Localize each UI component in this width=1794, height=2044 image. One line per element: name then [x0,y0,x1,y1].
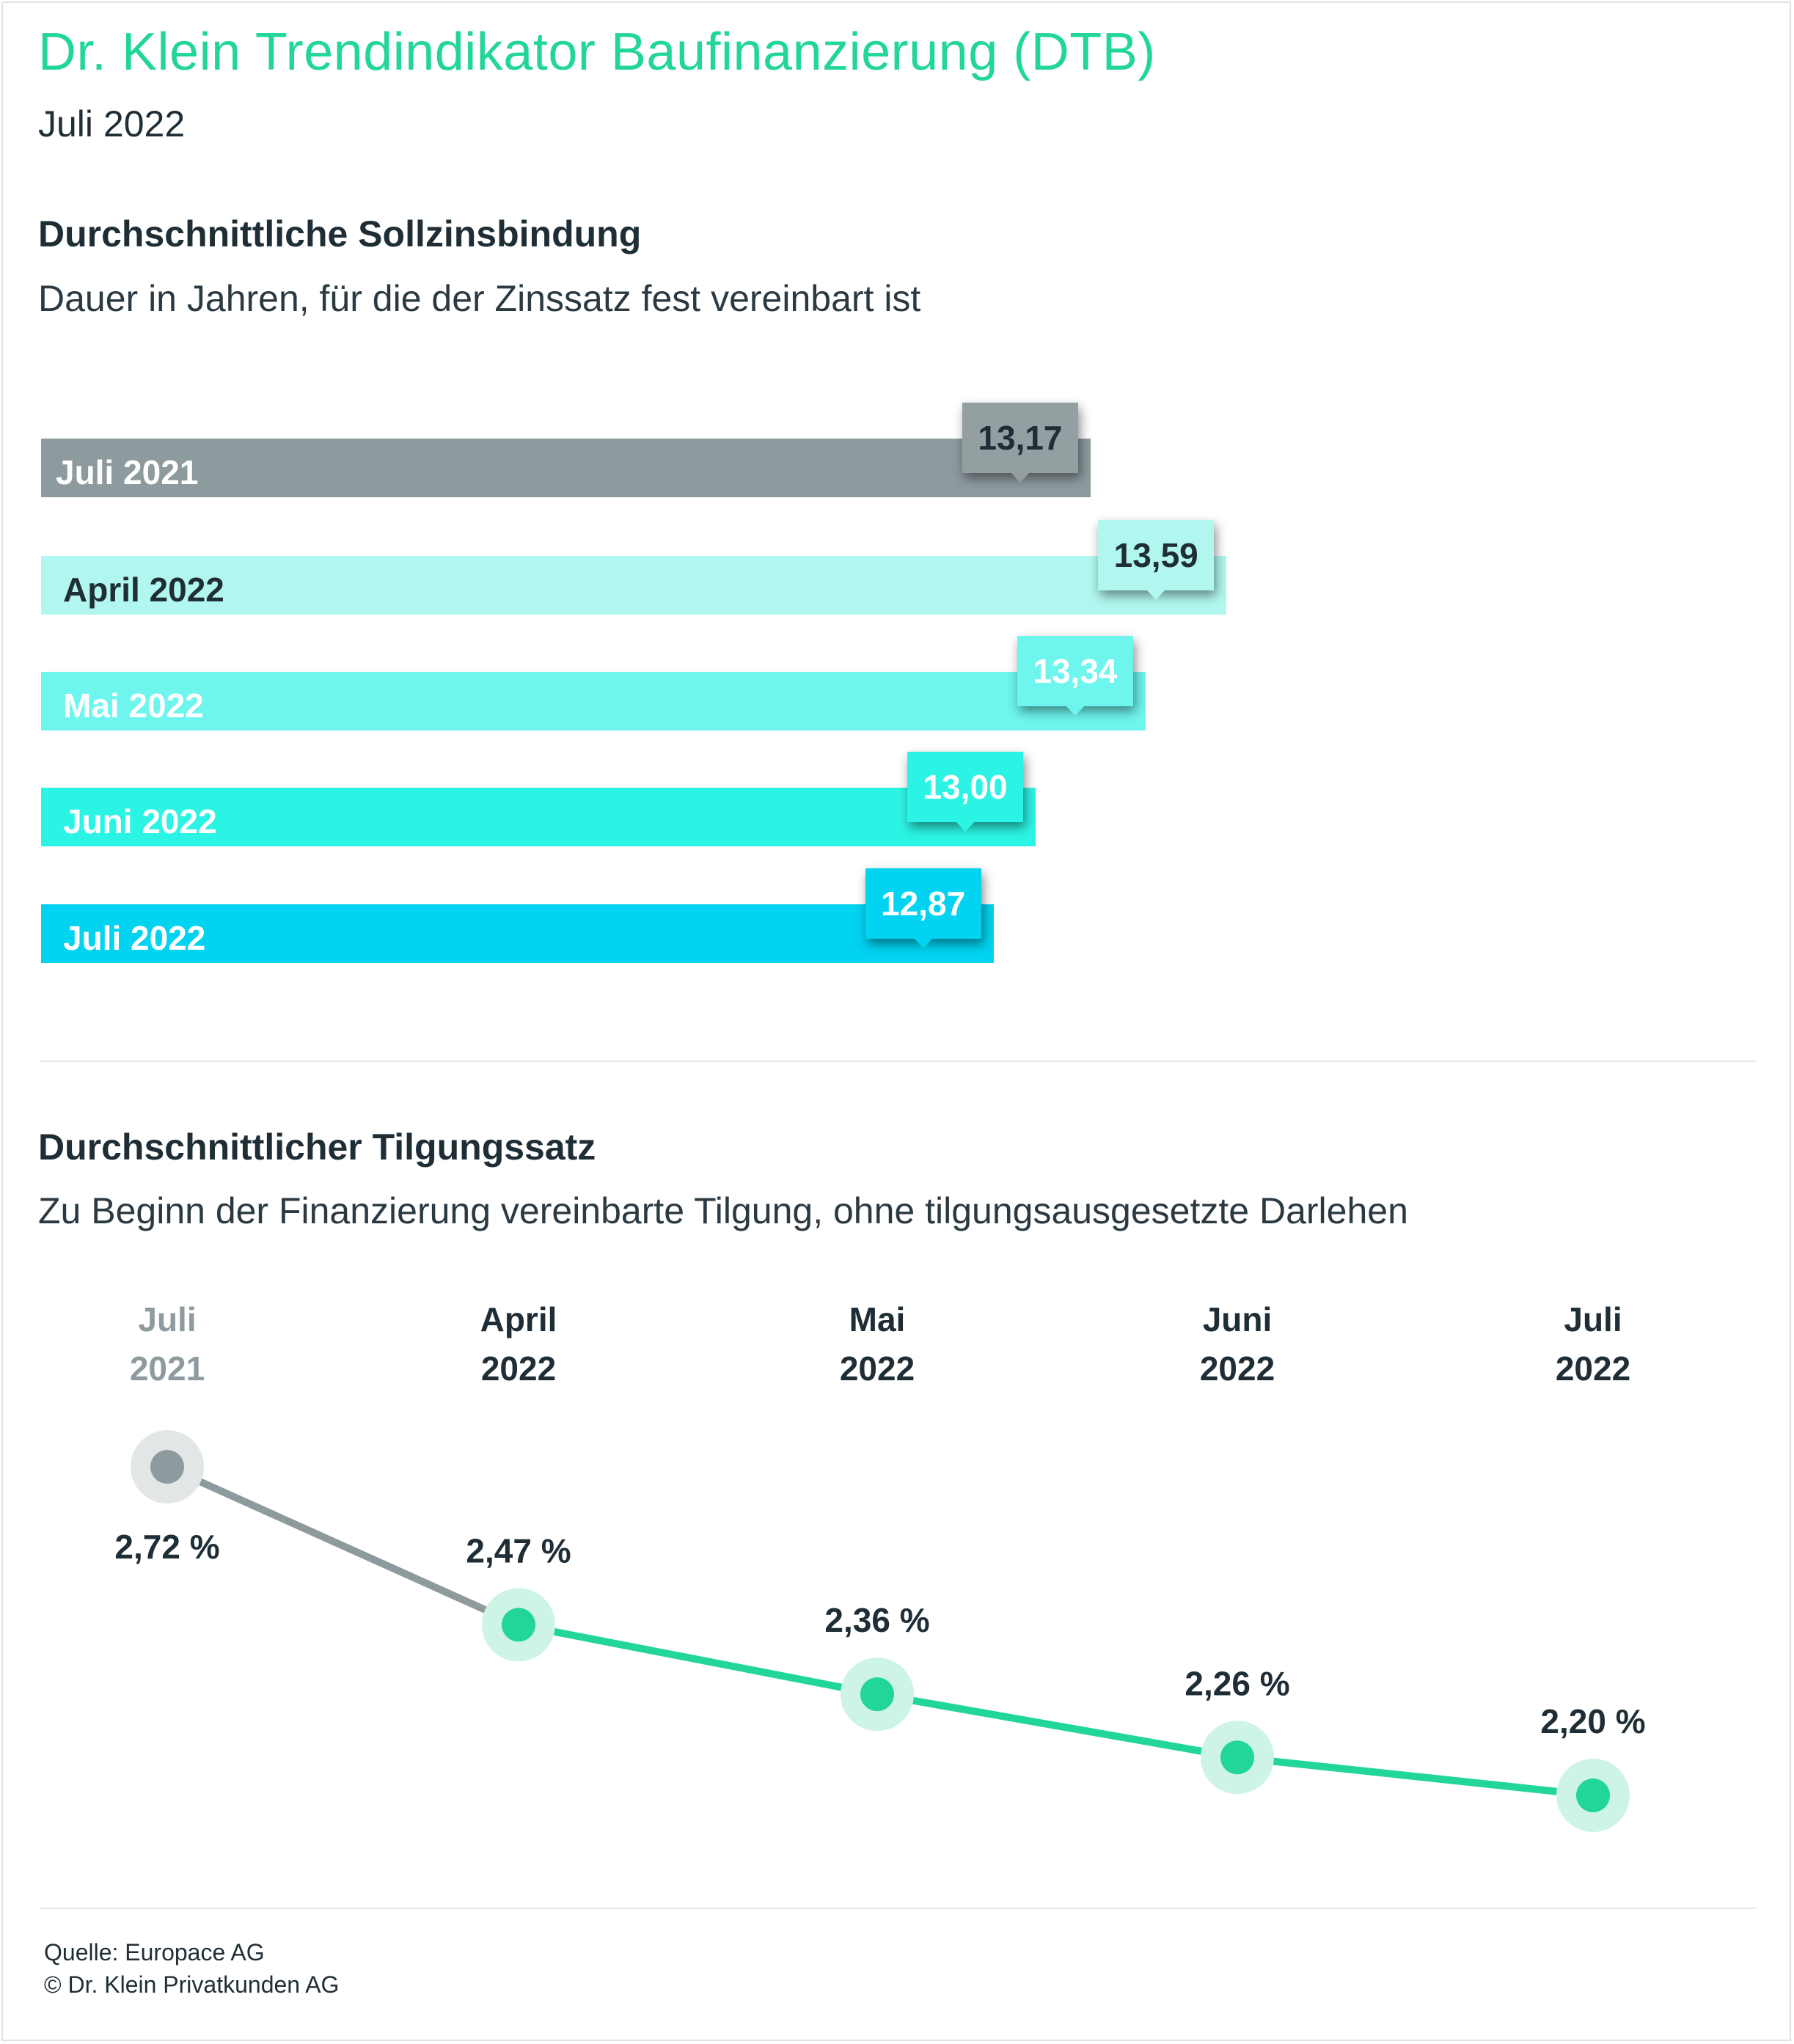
bar-chart-subtitle: Dauer in Jahren, für die der Zinssatz fe… [38,278,921,319]
x-tick-label: Juli [1564,1300,1622,1338]
page-subtitle: Juli 2022 [38,103,186,144]
section-divider [40,1061,1757,1062]
bar: April 2022 [41,556,1227,615]
line-chart-title: Durchschnittlicher Tilgungssatz [38,1127,596,1168]
series-line-segment [1234,1754,1597,1799]
data-value-label: 2,47 % [466,1531,571,1569]
x-tick-label: 2022 [1556,1349,1630,1388]
data-value-label: 2,26 % [1185,1664,1289,1702]
x-tick-label: Mai [849,1300,906,1338]
data-point [1576,1779,1610,1812]
bar-category-label: Mai 2022 [63,686,204,725]
x-tick-label: 2021 [130,1349,205,1388]
bar-category-label: April 2022 [63,571,224,609]
bar-value-label: 13,17 [962,403,1078,483]
bar-category-label: Juli 2022 [63,919,206,957]
bar-value-label: 13,00 [907,752,1023,832]
x-tick-label: 2022 [840,1349,915,1388]
bar: Mai 2022 [41,672,1146,730]
data-point [1220,1740,1254,1775]
footer-divider [40,1908,1757,1909]
data-point [502,1608,535,1642]
line-chart-subtitle: Zu Beginn der Finanzierung vereinbarte T… [38,1190,1408,1231]
series-line-segment [164,1463,522,1629]
bar-value-label: 13,59 [1098,520,1215,600]
data-value-label: 2,20 % [1540,1702,1645,1740]
x-tick-label: 2022 [481,1349,556,1388]
x-tick-label: 2022 [1200,1349,1275,1388]
data-value-label: 2,36 % [824,1601,929,1639]
bar: Juni 2022 [41,788,1036,846]
copyright-note: © Dr. Klein Privatkunden AG [44,1971,340,1998]
x-tick-label: April [480,1300,557,1338]
bar-value-label: 12,87 [865,868,981,948]
data-point [860,1677,894,1712]
series-line-segment [874,1690,1241,1762]
data-value-label: 2,72 % [114,1528,219,1566]
bar-chart-title: Durchschnittliche Sollzinsbindung [38,213,642,254]
x-tick-label: Juni [1203,1300,1273,1338]
bar: Juli 2021 [41,439,1091,497]
bar-category-label: Juni 2022 [63,802,217,840]
x-tick-label: Juli [138,1300,196,1338]
data-point [150,1450,184,1484]
page-title: Dr. Klein Trendindikator Baufinanzierung… [38,23,1156,81]
bar-value-label: 13,34 [1017,636,1133,716]
bar: Juli 2022 [41,904,994,963]
series-line-segment [515,1621,881,1699]
bar-category-label: Juli 2021 [56,453,199,491]
source-note: Quelle: Europace AG [44,1939,265,1966]
